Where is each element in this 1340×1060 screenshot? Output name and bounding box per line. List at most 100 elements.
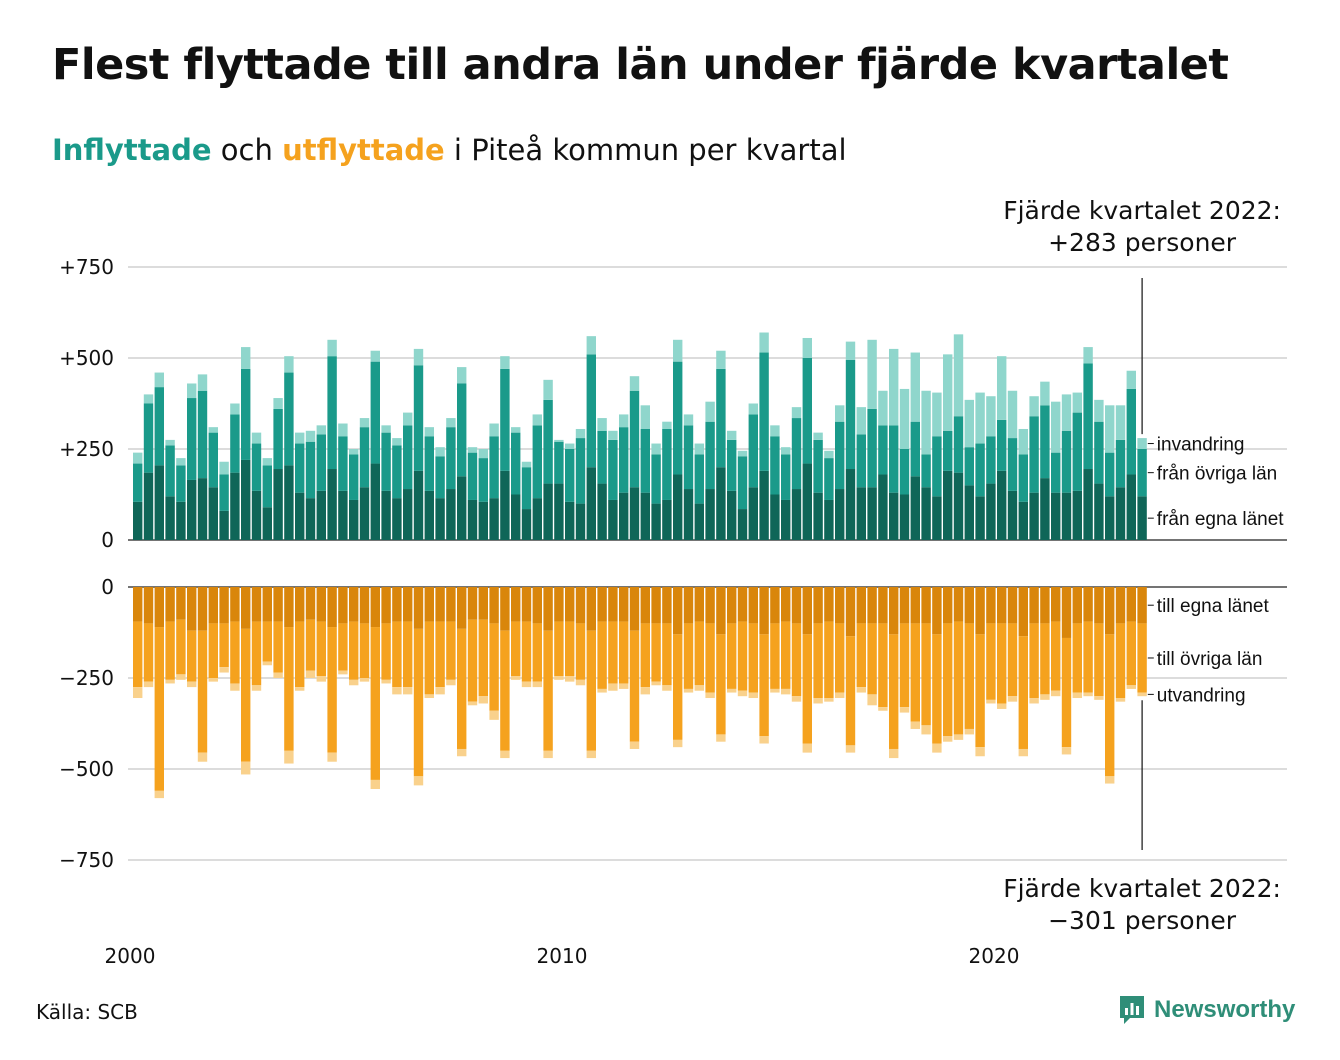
bar-in-1 — [1018, 454, 1028, 502]
bar-out-1 — [187, 630, 197, 682]
bar-out-1 — [802, 634, 812, 744]
bar-out-1 — [316, 621, 326, 677]
bar-in-1 — [176, 465, 186, 502]
bar-out-0 — [251, 587, 262, 622]
bar-out-0 — [1083, 587, 1093, 622]
y-tick-label: −750 — [59, 848, 114, 872]
bar-in-2 — [381, 425, 391, 433]
bar-in-2 — [662, 421, 672, 429]
bar-out-0 — [565, 587, 575, 622]
bar-in-1 — [748, 414, 758, 488]
bar-out-2 — [867, 694, 877, 706]
bar-out-0 — [327, 587, 337, 628]
bar-out-2 — [921, 725, 931, 735]
bar-in-1 — [975, 443, 985, 497]
bar-out-1 — [133, 621, 143, 688]
bar-out-2 — [381, 679, 391, 684]
bar-out-2 — [403, 687, 413, 695]
bar-in-2 — [154, 372, 164, 388]
bar-out-2 — [1061, 747, 1072, 755]
bar-out-1 — [899, 623, 910, 708]
subtitle-inflyttade: Inflyttade — [52, 133, 212, 167]
bar-out-0 — [262, 587, 272, 622]
bar-out-2 — [532, 681, 542, 688]
bar-out-0 — [154, 587, 164, 628]
bar-in-0 — [457, 476, 467, 540]
bar-out-1 — [349, 621, 359, 680]
bar-out-0 — [781, 587, 791, 622]
bar-out-2 — [770, 688, 780, 693]
bar-in-0 — [403, 489, 413, 540]
y-tick-label: −250 — [59, 666, 114, 690]
brand-logo[interactable]: Newsworthy — [1118, 994, 1295, 1026]
segment-label-out: till övriga län — [1157, 649, 1263, 670]
bar-out-1 — [1007, 623, 1018, 697]
bar-in-2 — [1072, 392, 1082, 413]
annotation-bottom-line: −301 personer — [1048, 906, 1237, 935]
bar-in-2 — [651, 443, 661, 455]
bar-out-2 — [673, 739, 683, 748]
bar-out-0 — [1007, 587, 1018, 624]
bar-out-2 — [305, 670, 316, 678]
bar-in-0 — [511, 494, 521, 540]
bar-in-1 — [446, 427, 456, 490]
bar-in-1 — [143, 403, 154, 473]
bar-out-2 — [273, 672, 283, 678]
bar-out-2 — [899, 707, 910, 713]
bar-in-1 — [543, 399, 553, 484]
bar-out-1 — [835, 623, 845, 693]
bar-out-1 — [997, 623, 1007, 704]
bar-out-0 — [986, 587, 996, 624]
bar-in-1 — [305, 441, 316, 499]
x-tick-label: 2000 — [105, 944, 156, 968]
bar-in-2 — [1061, 394, 1072, 431]
bar-out-0 — [835, 587, 845, 624]
bar-out-0 — [413, 587, 424, 629]
bar-in-1 — [651, 454, 661, 504]
bar-in-1 — [619, 427, 629, 493]
bar-out-2 — [543, 750, 553, 759]
bar-in-0 — [856, 487, 866, 540]
bar-in-2 — [737, 450, 748, 457]
bar-out-2 — [1072, 692, 1082, 699]
bar-in-2 — [511, 427, 521, 433]
bar-out-2 — [975, 747, 985, 757]
bar-in-1 — [1105, 452, 1115, 497]
bar-in-1 — [208, 432, 218, 488]
bar-out-2 — [586, 750, 596, 759]
bar-out-0 — [921, 587, 931, 624]
bar-out-1 — [943, 623, 953, 737]
bar-in-0 — [262, 507, 272, 540]
bar-out-2 — [1137, 692, 1147, 697]
bar-in-1 — [1072, 412, 1082, 491]
annotations: Fjärde kvartalet 2022: +283 personer Fjärd… — [1003, 196, 1281, 935]
bar-in-1 — [878, 425, 888, 475]
bar-in-1 — [575, 438, 586, 504]
bar-in-1 — [835, 421, 845, 490]
bar-in-2 — [435, 447, 445, 457]
bar-out-1 — [683, 623, 694, 689]
bar-out-1 — [251, 621, 262, 686]
bar-in-2 — [392, 438, 402, 446]
bar-out-2 — [619, 683, 629, 689]
bar-out-0 — [997, 587, 1007, 624]
bar-out-1 — [1083, 621, 1093, 693]
bar-in-2 — [1137, 438, 1147, 449]
bar-in-2 — [176, 458, 186, 466]
bar-out-1 — [867, 623, 877, 695]
bar-in-0 — [467, 499, 478, 540]
bar-in-0 — [1061, 492, 1072, 540]
bar-in-2 — [997, 356, 1007, 420]
bar-out-2 — [446, 679, 456, 686]
bar-in-1 — [1051, 452, 1061, 493]
bar-in-0 — [997, 470, 1007, 540]
bar-out-1 — [467, 619, 478, 702]
bar-out-2 — [1083, 692, 1093, 697]
bar-in-2 — [403, 412, 413, 426]
bar-out-0 — [305, 587, 316, 620]
bar-in-1 — [370, 361, 380, 464]
bar-in-1 — [856, 434, 866, 488]
bar-in-2 — [575, 428, 586, 439]
bar-in-1 — [1126, 388, 1136, 475]
bar-out-1 — [608, 621, 618, 684]
